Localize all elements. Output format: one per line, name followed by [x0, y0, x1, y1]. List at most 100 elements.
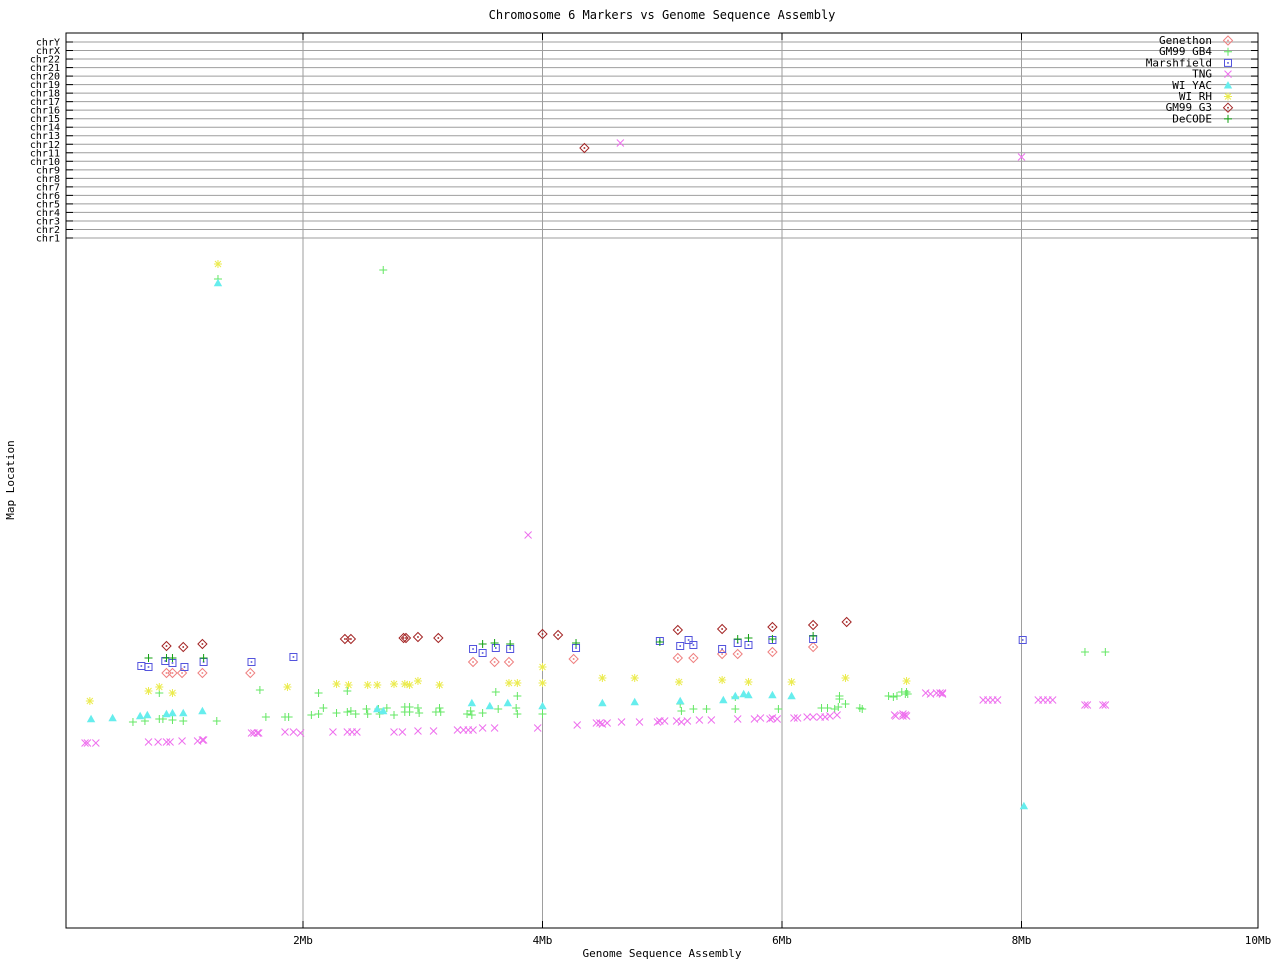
- data-point: [833, 711, 841, 719]
- legend-marker-wi-yac: [1223, 81, 1233, 89]
- chart-title: Chromosome 6 Markers vs Genome Sequence …: [489, 8, 836, 22]
- data-point: [253, 729, 262, 737]
- series-marshfield: [137, 635, 1027, 671]
- data-point: [807, 641, 819, 653]
- data-point: [513, 692, 522, 700]
- data-point: [307, 711, 316, 719]
- data-point: [155, 683, 164, 691]
- legend-label-gm99-g3: GM99 G3: [1166, 101, 1212, 114]
- data-point: [178, 737, 186, 745]
- data-point: [537, 628, 548, 640]
- data-point: [768, 690, 777, 699]
- ytick-label-chr8: chr8: [36, 174, 60, 185]
- data-point: [676, 696, 685, 705]
- data-point: [197, 638, 208, 650]
- data-point: [809, 713, 817, 721]
- data-point: [161, 657, 170, 665]
- data-point: [197, 667, 208, 679]
- data-point: [379, 706, 388, 715]
- data-point: [363, 710, 372, 718]
- ytick-label-chr13: chr13: [30, 131, 60, 142]
- data-point: [921, 689, 930, 697]
- legend-marker-tng: [1224, 70, 1232, 78]
- data-point: [296, 729, 305, 737]
- data-point: [478, 640, 487, 648]
- data-point: [573, 721, 582, 729]
- ytick-label-chr18: chr18: [30, 89, 60, 100]
- data-point: [332, 709, 341, 717]
- ytick-label-chrX: chrX: [36, 46, 60, 57]
- data-point: [1080, 648, 1089, 656]
- data-point: [467, 656, 479, 668]
- data-point: [689, 705, 698, 713]
- data-point: [247, 658, 256, 666]
- data-point: [616, 139, 625, 147]
- data-point: [179, 708, 188, 717]
- data-point: [902, 712, 911, 720]
- data-point: [467, 711, 476, 719]
- data-point: [891, 712, 900, 720]
- data-point: [198, 736, 207, 744]
- data-point: [144, 654, 153, 662]
- data-point: [135, 711, 145, 720]
- data-point: [826, 712, 834, 720]
- data-point: [672, 652, 684, 664]
- data-point: [351, 710, 360, 718]
- ytick-label-chr9: chr9: [36, 165, 60, 176]
- data-point: [653, 718, 662, 726]
- data-point: [166, 738, 174, 746]
- data-point: [1048, 696, 1057, 704]
- legend-marker-gm99-gb4: [1224, 47, 1232, 56]
- data-point: [85, 697, 94, 705]
- ytick-label-chr10: chr10: [30, 157, 60, 168]
- ytick-label-chr1: chr1: [36, 234, 60, 245]
- data-point: [684, 636, 693, 644]
- data-point: [533, 724, 542, 732]
- data-point: [790, 714, 798, 722]
- data-point: [83, 739, 92, 747]
- ytick-label-chrY: chrY: [36, 38, 60, 49]
- data-point: [86, 714, 96, 723]
- data-point: [858, 705, 867, 713]
- data-point: [744, 641, 753, 649]
- data-point: [803, 713, 812, 721]
- series-gm99-g3: [161, 142, 852, 653]
- data-point: [363, 681, 372, 689]
- ytick-label-chr21: chr21: [30, 63, 60, 74]
- data-point: [675, 678, 684, 686]
- data-point: [695, 716, 704, 724]
- data-point: [677, 707, 686, 715]
- data-point: [572, 639, 581, 647]
- ytick-label-chr14: chr14: [30, 123, 60, 134]
- data-point: [382, 704, 391, 712]
- data-point: [902, 677, 911, 685]
- data-point: [889, 693, 898, 701]
- data-point: [494, 705, 503, 713]
- data-point: [212, 717, 221, 725]
- plot-border: [65, 32, 1259, 929]
- data-point: [176, 667, 188, 679]
- data-point: [81, 739, 89, 747]
- data-point: [718, 645, 727, 653]
- data-point: [332, 680, 341, 688]
- legend-entry-marshfield: Marshfield: [1146, 56, 1232, 69]
- ytick-label-chr22: chr22: [30, 55, 60, 66]
- data-point: [414, 727, 422, 735]
- data-point: [254, 729, 263, 737]
- data-point: [787, 691, 796, 700]
- data-point: [180, 663, 189, 671]
- data-point: [1101, 701, 1110, 709]
- data-point: [598, 698, 607, 707]
- data-point: [506, 640, 515, 648]
- data-point: [490, 724, 499, 732]
- ytick-label-chr16: chr16: [30, 106, 60, 117]
- data-point: [213, 278, 223, 287]
- data-point: [213, 260, 222, 268]
- xtick-label-4mb: 4Mb: [533, 934, 553, 947]
- data-point: [339, 633, 351, 645]
- data-point: [899, 710, 907, 718]
- data-point: [1081, 701, 1089, 709]
- ytick-label-chr7: chr7: [36, 182, 60, 193]
